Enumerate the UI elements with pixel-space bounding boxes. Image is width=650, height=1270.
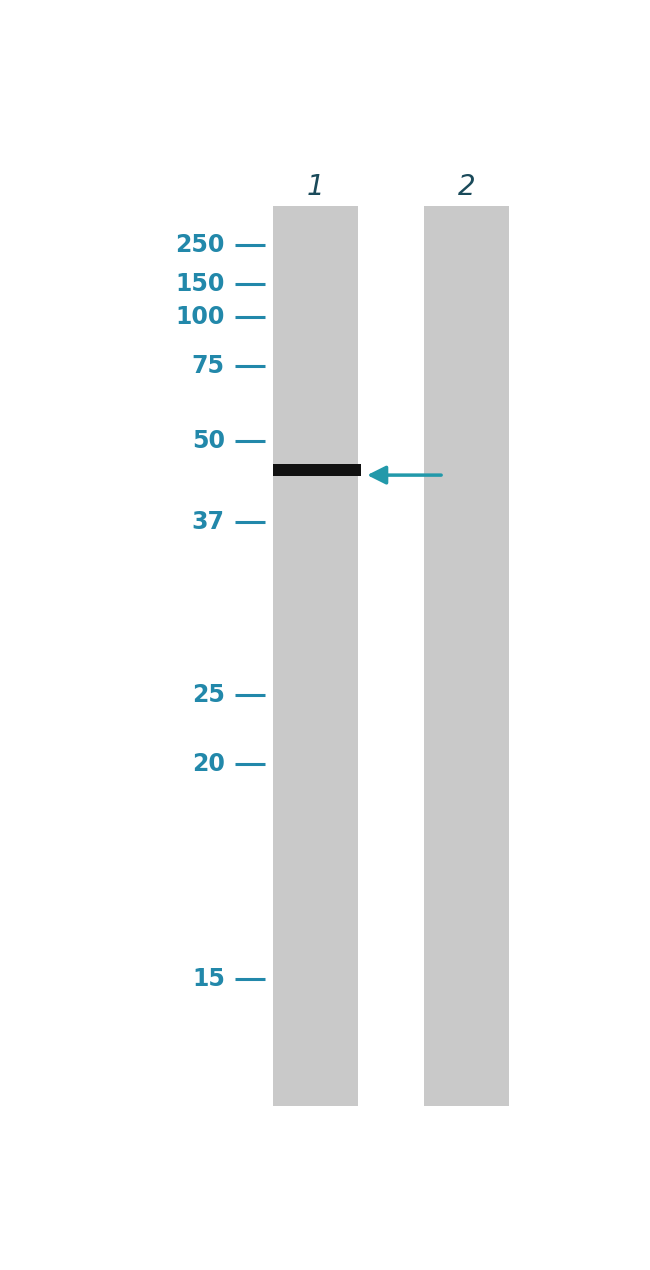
Text: 20: 20: [192, 752, 225, 776]
Text: 25: 25: [192, 683, 225, 707]
Bar: [424, 206, 510, 1106]
Bar: [273, 206, 358, 1106]
Text: 2: 2: [458, 173, 475, 201]
Text: 250: 250: [176, 234, 225, 258]
Text: 1: 1: [307, 173, 324, 201]
Text: 100: 100: [176, 305, 225, 329]
Bar: [273, 465, 361, 476]
Text: 15: 15: [192, 966, 225, 991]
Text: 75: 75: [192, 353, 225, 377]
Text: 150: 150: [176, 273, 225, 296]
Text: 37: 37: [192, 511, 225, 535]
Text: 50: 50: [192, 429, 225, 453]
